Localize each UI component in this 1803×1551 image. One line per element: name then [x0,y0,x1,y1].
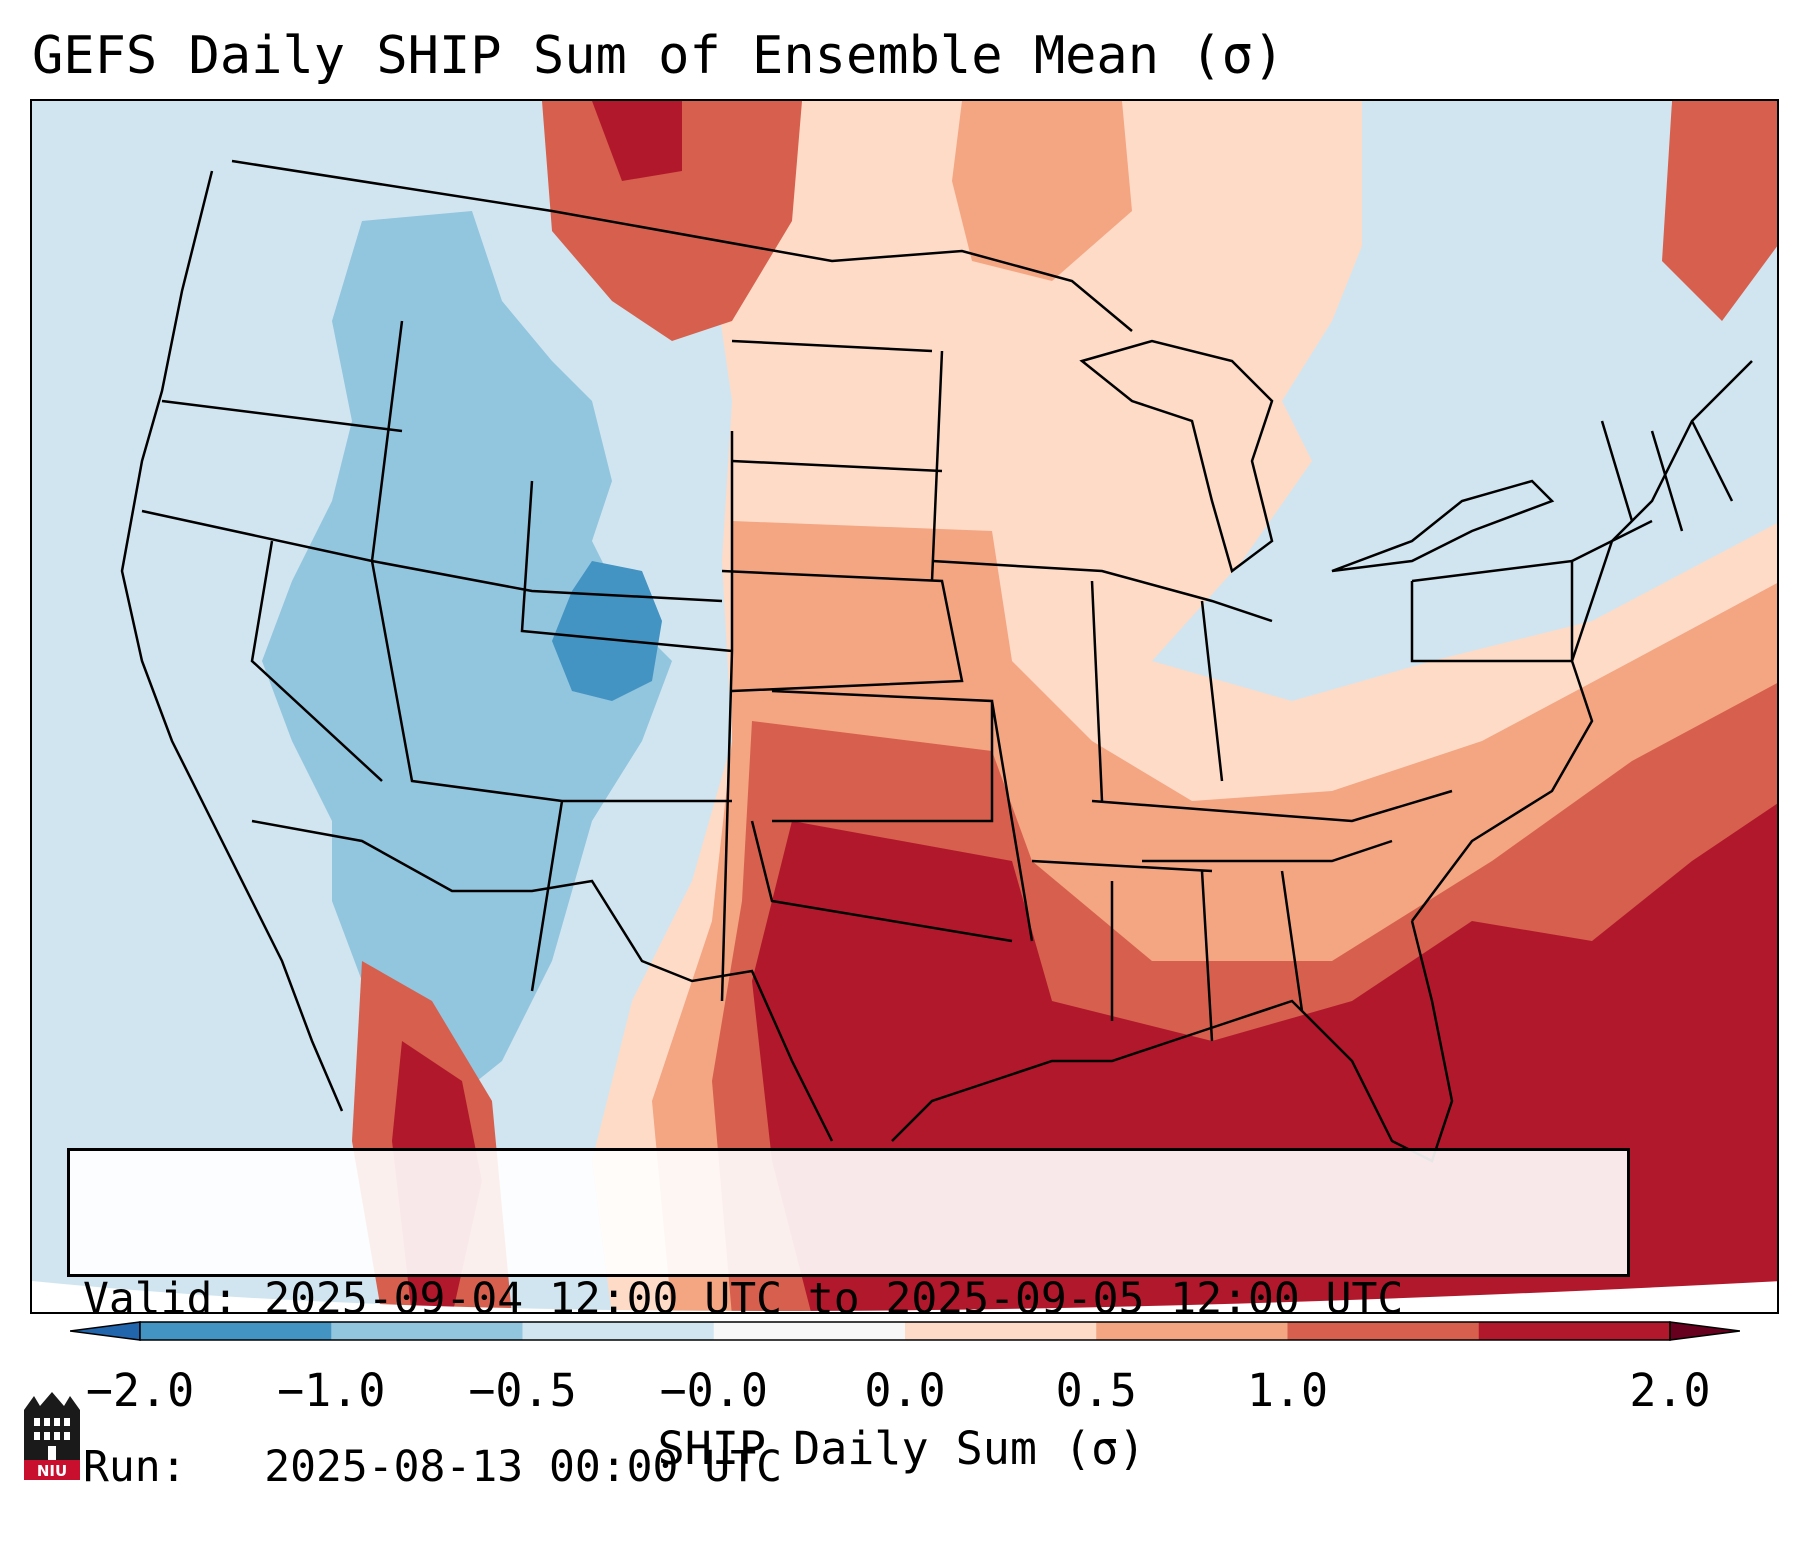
chart-title: GEFS Daily SHIP Sum of Ensemble Mean (σ) [32,26,1285,86]
colorbar-segment [1478,1322,1671,1340]
colorbar-tick-label: 0.5 [1055,1364,1137,1417]
state-lines-central [721,339,1034,943]
colorbar-ticks: −2.0 −1.0 −0.5 −0.0 0.0 0.5 1.0 2.0 [0,1364,1803,1424]
colorbar-segments [70,1321,1740,1341]
colorbar-extend-low [70,1321,141,1341]
canada-border [231,159,1133,332]
run-time-text: Run: 2025-08-13 00:00 UTC [83,1442,782,1492]
gulf-coast [891,920,1454,1163]
colorbar-segment [713,1322,906,1340]
colorbar [70,1321,1740,1341]
colorbar-segment [522,1322,715,1340]
colorbar-tick-label: −1.0 [277,1364,386,1417]
west-coast-outline [120,170,344,1112]
colorbar-segment [331,1322,523,1340]
anomaly-region-north-hot [542,101,802,341]
colorbar-tick-label: −0.5 [468,1364,577,1417]
validity-info-box: Valid: 2025-09-04 12:00 UTC to 2025-09-0… [67,1148,1630,1492]
colorbar-tick-label: 1.0 [1246,1364,1329,1417]
colorbar-tick-label: 0.0 [864,1364,946,1417]
colorbar-segment [140,1322,332,1340]
colorbar-tick-label: 2.0 [1629,1364,1711,1417]
colorbar-tick-label: −0.0 [659,1364,768,1417]
map-edge [32,1281,1777,1312]
colorbar-tick-label: −2.0 [85,1364,195,1417]
map-svg [32,101,1777,1312]
anomaly-region-north-core [592,101,682,181]
anomaly-region-ne-cool [1272,101,1672,661]
niu-logo: NIU [24,1392,80,1480]
colorbar-extend-high [1669,1321,1740,1341]
anomaly-region-nd-hot [952,101,1132,281]
state-lines-northeast [1571,420,1734,563]
logo-text: NIU [37,1462,67,1480]
map-panel[interactable] [30,99,1779,1314]
colorbar-outline [139,1321,1671,1341]
colorbar-segment [905,1322,1097,1340]
mexico-border [251,819,834,1142]
colorbar-segment [1287,1322,1480,1340]
anomaly-region-neg-medium [262,211,672,1101]
boundaries [120,159,1753,1163]
lake-erie-ontario [1331,479,1555,573]
east-coast [1411,360,1753,922]
valid-time-text: Valid: 2025-09-04 12:00 UTC to 2025-09-0… [83,1274,1404,1324]
great-lakes [1079,339,1274,574]
colorbar-segment [1096,1322,1288,1340]
anomaly-region-ne-hot [1662,101,1777,321]
state-lines-west [141,320,734,1002]
colorbar-label: SHIP Daily Sum (σ) [657,1422,1146,1475]
